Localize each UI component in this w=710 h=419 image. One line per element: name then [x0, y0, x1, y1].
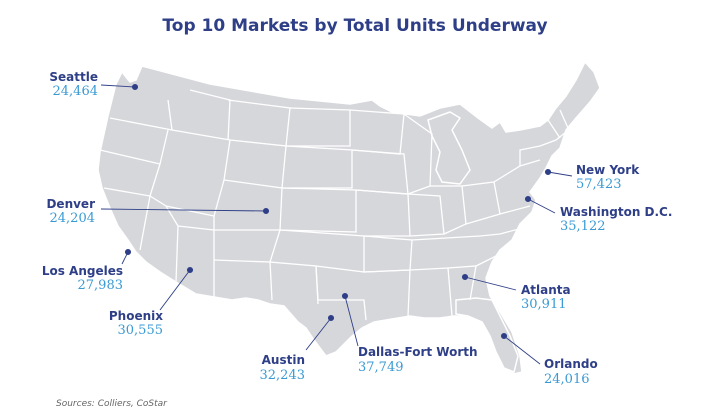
dallas-fort-worth-label: Dallas-Fort Worth: [358, 345, 478, 359]
chart-title: Top 10 Markets by Total Units Underway: [162, 16, 548, 36]
new-york-label: New York: [576, 163, 640, 177]
austin-value: 32,243: [259, 368, 306, 383]
denver-label: Denver: [46, 197, 95, 211]
source-note: Sources: Colliers, CoStar: [56, 399, 167, 409]
denver-value: 24,204: [49, 211, 96, 226]
phoenix-value: 30,555: [117, 323, 164, 338]
washington-dc-marker: [524, 195, 532, 203]
seattle-label: Seattle: [49, 70, 98, 84]
atlanta-value: 30,911: [521, 297, 567, 312]
orlando-value: 24,016: [544, 372, 590, 387]
washington-dc-value: 35,122: [560, 219, 606, 234]
seattle-value: 24,464: [52, 84, 99, 99]
austin-marker: [327, 314, 335, 322]
markers: [100, 83, 573, 365]
new-york-value: 57,423: [576, 177, 622, 192]
denver-marker: [262, 207, 270, 215]
orlando-label: Orlando: [544, 357, 598, 371]
new-york-marker: [544, 168, 552, 176]
los-angeles-value: 27,983: [77, 278, 124, 293]
atlanta-label: Atlanta: [521, 283, 571, 297]
los-angeles-label: Los Angeles: [41, 264, 123, 278]
washington-dc-label: Washington D.C.: [560, 205, 673, 219]
austin-label: Austin: [261, 353, 305, 367]
atlanta-marker: [461, 273, 469, 281]
dallas-fort-worth-marker: [341, 292, 349, 300]
los-angeles-marker: [124, 248, 132, 256]
michigan-landmass: [427, 111, 471, 185]
florida-landmass: [455, 297, 519, 374]
dallas-fort-worth-value: 37,749: [358, 360, 404, 375]
phoenix-marker: [186, 266, 194, 274]
phoenix-label: Phoenix: [108, 309, 163, 323]
seattle-marker: [131, 83, 139, 91]
us-landmass: [97, 60, 601, 375]
orlando-marker: [500, 332, 508, 340]
state-borders: [99, 89, 569, 321]
